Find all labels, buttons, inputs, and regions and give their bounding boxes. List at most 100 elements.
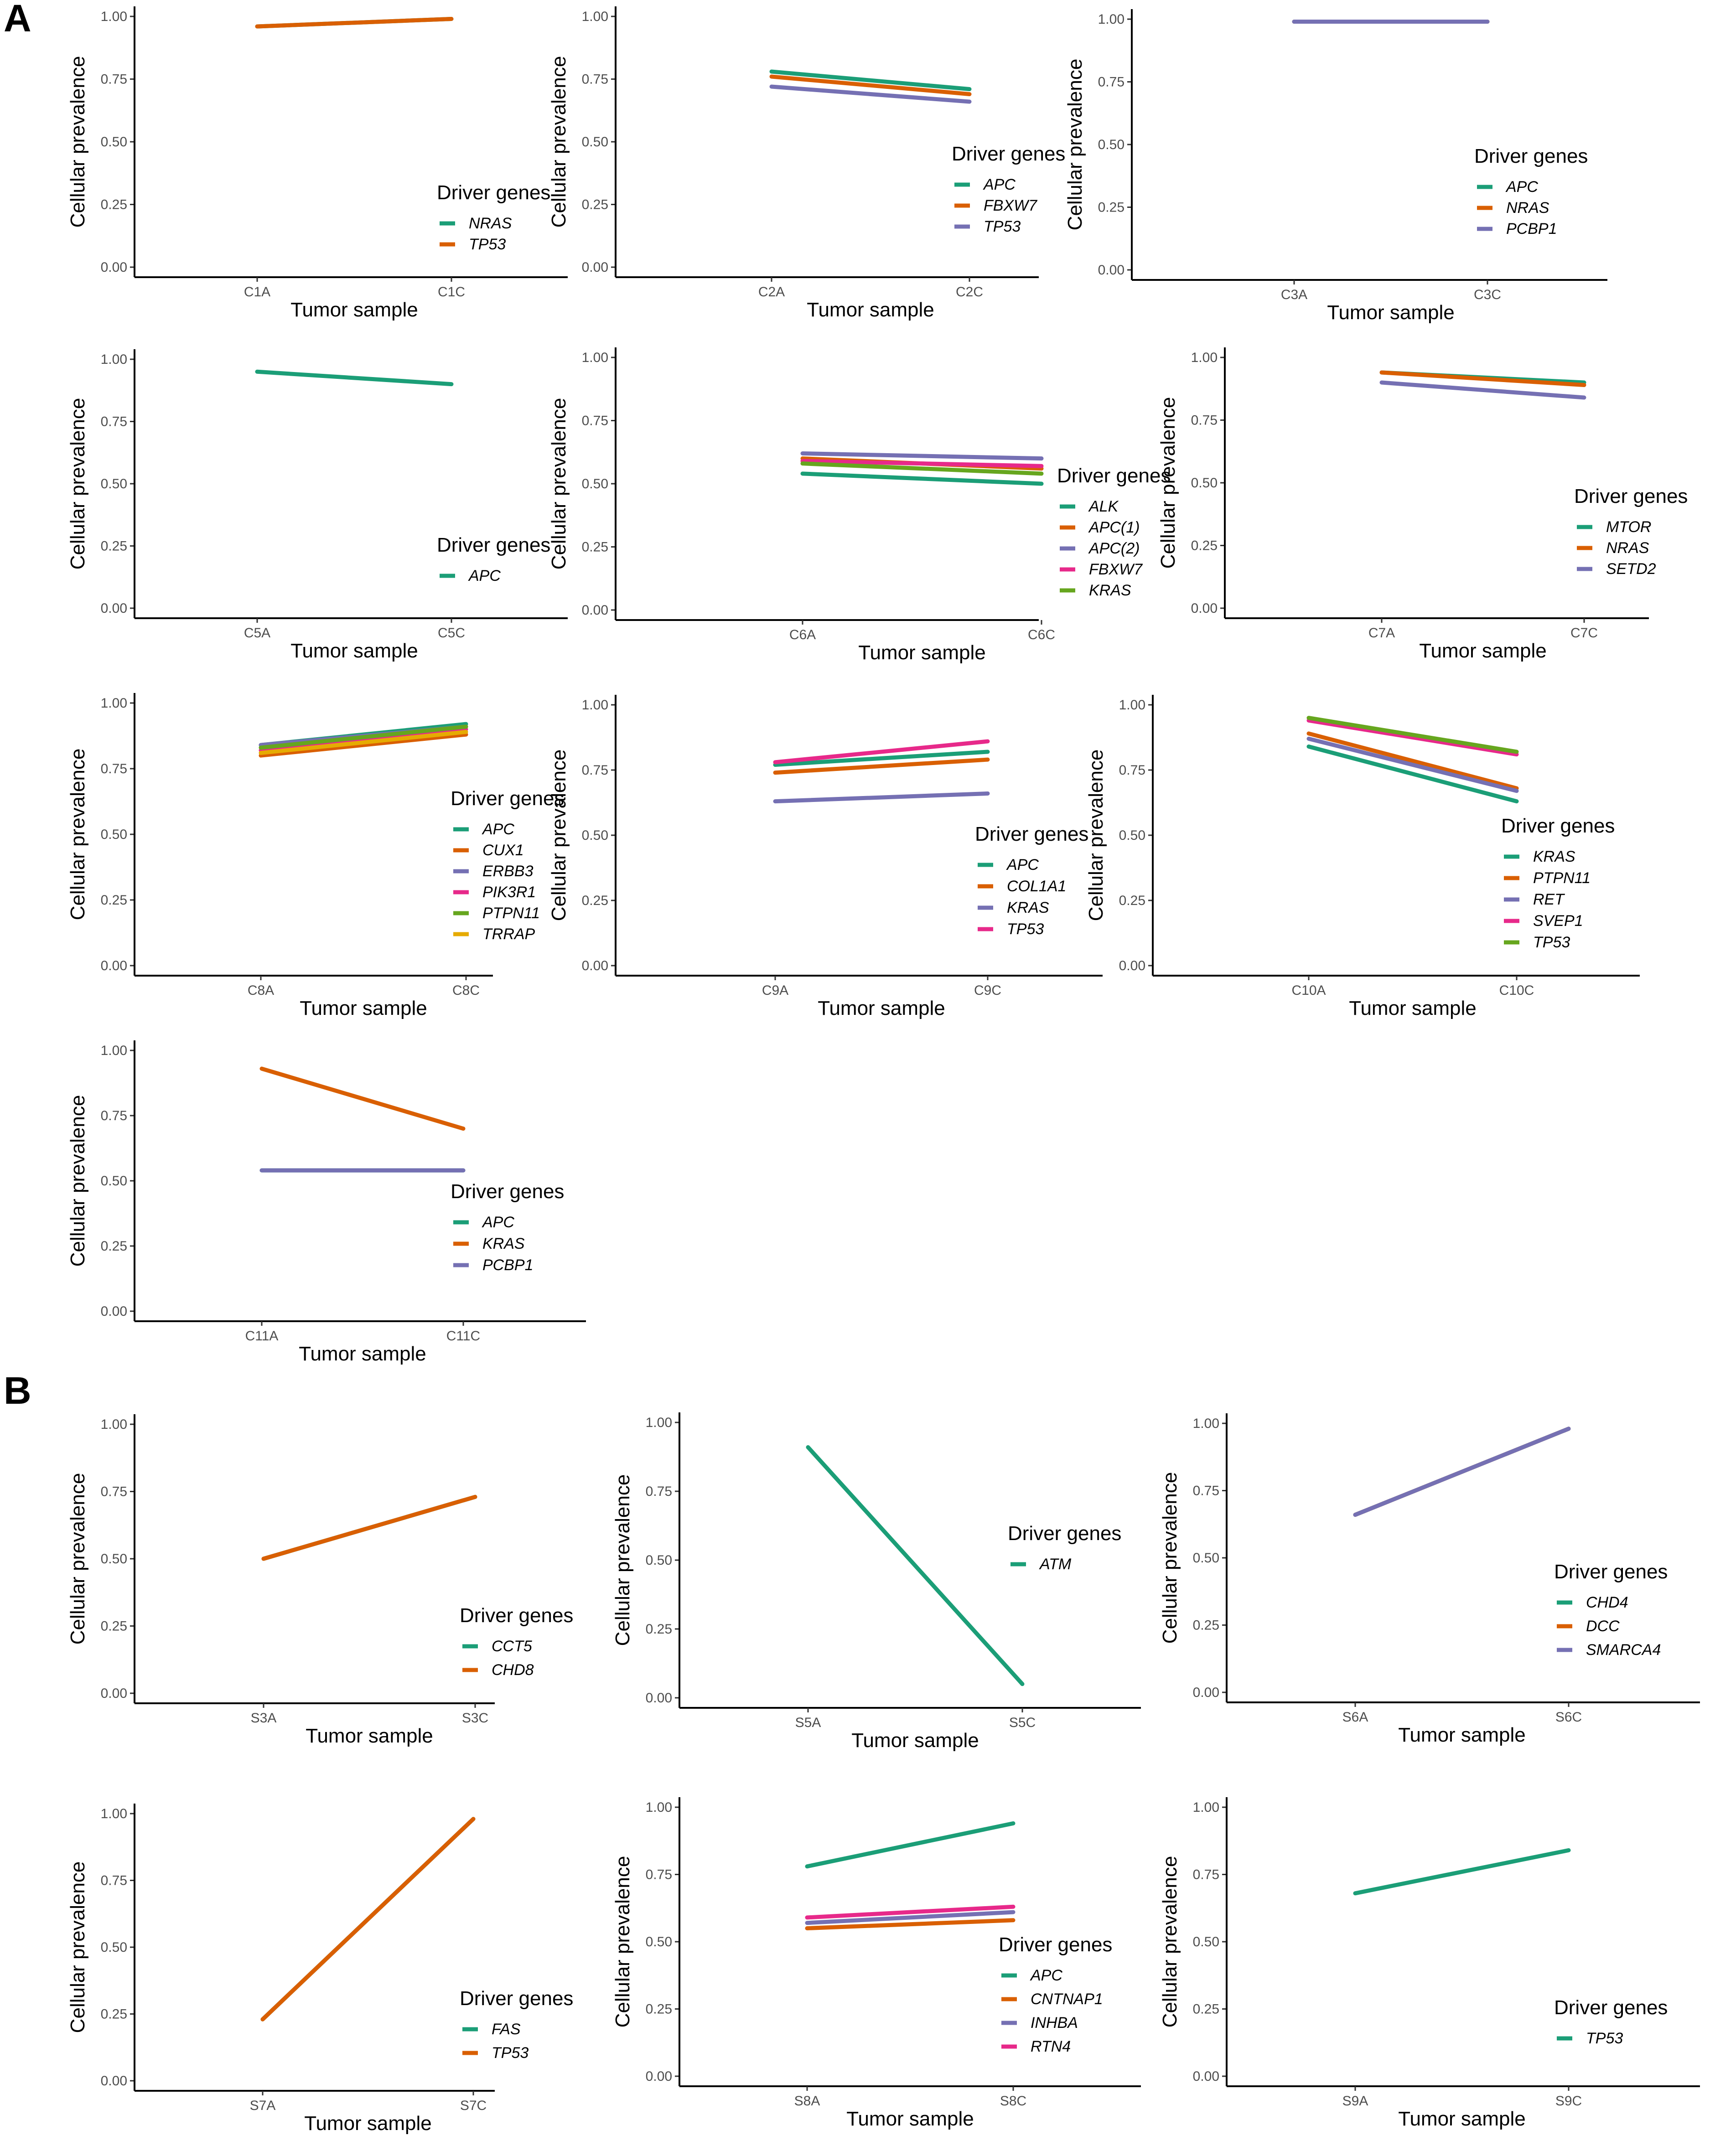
y-tick-label: 0.00 xyxy=(1193,2069,1219,2084)
series-line-ptpn11 xyxy=(259,724,468,750)
y-tick-label: 0.50 xyxy=(101,1940,127,1955)
y-tick-label: 0.50 xyxy=(582,476,608,491)
y-axis-title: Cellular prevalence xyxy=(1157,397,1179,569)
x-axis-title: Tumor sample xyxy=(299,1343,426,1365)
legend-title: Driver genes xyxy=(1008,1522,1121,1545)
series-line-setd2 xyxy=(1379,380,1586,400)
y-tick-label: 0.00 xyxy=(1098,263,1124,278)
panel-label-a: A xyxy=(4,0,31,40)
legend-label: ERBB3 xyxy=(482,863,534,880)
x-tick-label: C7A xyxy=(1368,626,1395,641)
y-tick-label: 0.25 xyxy=(1119,893,1145,908)
y-tick-label: 0.00 xyxy=(1191,601,1218,616)
legend-label: APC xyxy=(1030,1967,1062,1984)
series-line-col1a1 xyxy=(773,757,990,775)
y-axis-title: Cellular prevalence xyxy=(1085,750,1107,921)
legend-label: TP53 xyxy=(984,218,1021,235)
series-line-tp53 xyxy=(1353,1848,1571,1896)
y-tick-label: 0.50 xyxy=(646,1934,672,1949)
y-axis-title: Cellular prevalence xyxy=(611,1856,634,2028)
chart-1: 0.00 0.25 0.50 0.75 1.00 C1A C1C Tumor sample Ce… xyxy=(67,6,568,321)
legend-title: Driver genes xyxy=(451,787,564,810)
series-line-kras xyxy=(800,461,1044,476)
x-axis-title: Tumor sample xyxy=(818,997,945,1019)
legend-title: Driver genes xyxy=(460,1604,573,1627)
y-axis-title: Cellular prevalence xyxy=(611,1474,634,1646)
series-line-chd8 xyxy=(261,1494,477,1561)
x-tick-label: S8A xyxy=(794,2094,820,2109)
y-tick-label: 0.25 xyxy=(1193,1618,1219,1633)
x-axis-title: Tumor sample xyxy=(858,641,986,664)
x-tick-label: C3C xyxy=(1474,287,1501,302)
legend-label: PCBP1 xyxy=(482,1256,534,1274)
y-tick-label: 1.00 xyxy=(582,698,608,713)
series-line-apc xyxy=(773,750,990,767)
x-tick-label: C3A xyxy=(1281,287,1307,302)
y-tick-label: 0.25 xyxy=(101,197,127,212)
series-line-tp53 xyxy=(255,17,454,29)
y-tick-label: 1.00 xyxy=(646,1800,672,1815)
y-tick-label: 0.00 xyxy=(646,1691,672,1706)
y-tick-label: 1.00 xyxy=(1193,1416,1219,1431)
x-tick-label: C7C xyxy=(1570,626,1598,641)
legend-label: APC(2) xyxy=(1088,540,1140,557)
series-line-fbxw7 xyxy=(769,74,972,96)
legend-title: Driver genes xyxy=(437,534,550,556)
legend-label: RTN4 xyxy=(1031,2038,1071,2055)
y-tick-label: 0.00 xyxy=(646,2069,672,2084)
series-line-kras xyxy=(259,1066,466,1131)
x-axis-title: Tumor sample xyxy=(1327,301,1455,324)
series-line-apc xyxy=(255,369,454,387)
y-tick-label: 0.75 xyxy=(1098,75,1124,90)
legend-label: APC xyxy=(482,1214,514,1231)
legend-label: FBXW7 xyxy=(984,197,1037,214)
legend-label: NRAS xyxy=(1506,199,1549,217)
series-line-atm xyxy=(806,1445,1025,1686)
y-axis-title: Cellular prevalence xyxy=(1159,1856,1181,2028)
legend-label: APC xyxy=(1006,856,1039,874)
series-line-trrap xyxy=(259,729,468,755)
chart-2: 0.00 0.25 0.50 0.75 1.00 C2A C2C Tumor sample Ce… xyxy=(548,6,1065,321)
legend-label: TP53 xyxy=(492,2044,529,2062)
y-tick-label: 1.00 xyxy=(1098,12,1124,27)
series-line-inhba xyxy=(805,1910,1016,1925)
y-tick-label: 0.50 xyxy=(101,1551,127,1567)
y-tick-label: 0.75 xyxy=(1193,1484,1219,1499)
x-tick-label: C2C xyxy=(956,284,983,300)
legend-label: MTOR xyxy=(1606,518,1651,536)
x-axis-title: Tumor sample xyxy=(290,640,418,662)
legend-label: SMARCA4 xyxy=(1586,1641,1661,1659)
series-line-cux1 xyxy=(259,732,468,758)
x-tick-label: C2A xyxy=(758,284,785,300)
y-tick-label: 0.25 xyxy=(1098,200,1124,215)
legend-label: PTPN11 xyxy=(482,905,540,922)
legend-label: CCT5 xyxy=(492,1638,532,1655)
y-tick-label: 0.75 xyxy=(1119,763,1145,778)
legend-label: TP53 xyxy=(1586,2030,1623,2047)
y-tick-label: 0.75 xyxy=(101,761,127,776)
x-axis-title: Tumor sample xyxy=(306,1725,433,1747)
y-tick-label: 1.00 xyxy=(101,1417,127,1432)
legend-label: CHD8 xyxy=(492,1661,534,1679)
legend-label: TP53 xyxy=(1533,934,1570,951)
y-tick-label: 0.00 xyxy=(1193,1685,1219,1700)
series-line-ptpn11 xyxy=(1306,731,1519,791)
legend-title: Driver genes xyxy=(451,1180,564,1203)
chart-13: 0.00 0.25 0.50 0.75 1.00 S6A S6C Tumor sample Ce… xyxy=(1159,1413,1700,1746)
legend-label: INHBA xyxy=(1031,2014,1078,2032)
y-tick-label: 0.25 xyxy=(582,540,608,555)
y-tick-label: 0.75 xyxy=(101,1108,127,1123)
legend-label: KRAS xyxy=(1089,582,1131,599)
legend-label: FBXW7 xyxy=(1089,561,1143,578)
legend-label: APC xyxy=(468,567,501,584)
series-line-apc xyxy=(769,69,972,91)
y-tick-label: 0.50 xyxy=(1193,1934,1219,1949)
y-tick-label: 0.25 xyxy=(646,1622,672,1637)
y-tick-label: 1.00 xyxy=(1191,350,1218,365)
x-tick-label: C11A xyxy=(245,1329,279,1344)
legend-title: Driver genes xyxy=(1057,465,1171,487)
series-line-alk xyxy=(800,471,1044,486)
legend-label: APC xyxy=(983,176,1016,193)
y-axis-title: Cellular prevalence xyxy=(67,56,89,228)
